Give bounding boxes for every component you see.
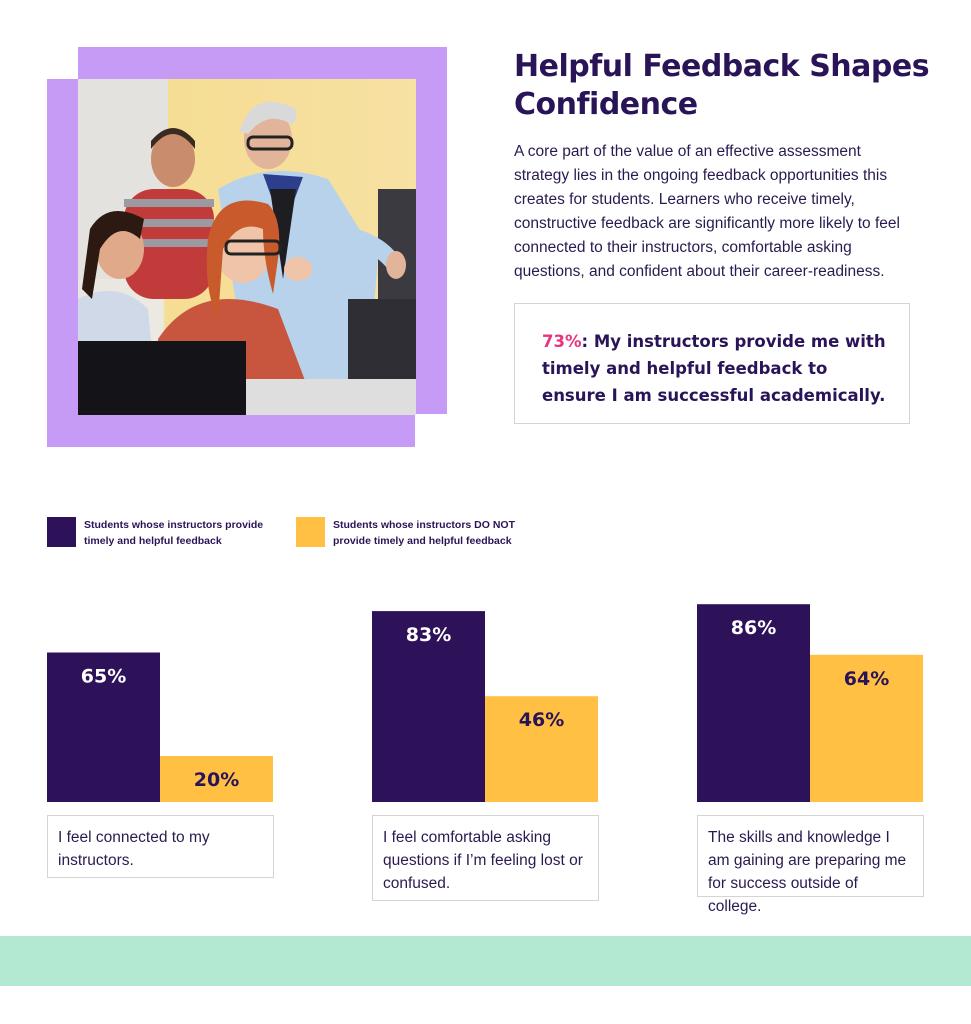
classroom-photo: [78, 79, 416, 415]
stat-callout-text: 73%: My instructors provide me with time…: [542, 328, 892, 409]
bar-with-feedback-value-label: 86%: [731, 617, 776, 639]
chart-svg: 86% 64%: [697, 604, 923, 802]
classroom-illustration: [78, 79, 416, 415]
bar-chart-comfortable-asking: 83% 46%: [372, 590, 600, 802]
chart-caption: I feel comfortable asking questions if I…: [383, 829, 583, 892]
chart-caption: I feel connected to my instructors.: [58, 829, 210, 869]
bar-without-feedback-value-label: 20%: [194, 769, 239, 791]
bar-without-feedback-value-label: 46%: [519, 709, 564, 731]
legend-swatch-with-feedback: [47, 517, 76, 547]
chart-svg: 65% 20%: [47, 652, 273, 802]
stat-statement: : My instructors provide me with timely …: [542, 332, 886, 405]
intro-paragraph: A core part of the value of an effective…: [514, 143, 900, 280]
legend-label-with-feedback: Students whose instructors provide timel…: [84, 519, 264, 547]
photo-block: [47, 47, 447, 447]
bar-with-feedback: [697, 604, 810, 802]
chart-svg: 83% 46%: [372, 611, 598, 802]
legend-item-with-feedback: Students whose instructors provide timel…: [47, 517, 284, 549]
stat-percent: 73%: [542, 332, 582, 351]
bar-chart-career-readiness: 86% 64%: [697, 590, 925, 802]
chart-caption-box: The skills and knowledge I am gaining ar…: [697, 815, 924, 915]
page-title: Helpful Feedback Shapes Confidence: [514, 49, 930, 122]
bar-without-feedback: [485, 696, 598, 802]
chart-caption: The skills and knowledge I am gaining ar…: [708, 829, 907, 915]
legend-label-without-feedback: Students whose instructors DO NOT provid…: [333, 519, 516, 547]
bar-chart-connected: 65% 20%: [47, 590, 275, 802]
footer-band: [0, 936, 971, 986]
chart-caption-box: I feel comfortable asking questions if I…: [372, 815, 599, 901]
bar-with-feedback: [47, 652, 160, 802]
bar-with-feedback-value-label: 65%: [81, 666, 126, 688]
legend-item-without-feedback: Students whose instructors DO NOT provid…: [296, 517, 533, 549]
bar-without-feedback: [810, 654, 923, 802]
stat-callout: 73%: My instructors provide me with time…: [514, 303, 910, 424]
legend-swatch-without-feedback: [296, 517, 325, 547]
bar-without-feedback: [160, 756, 273, 802]
bar-with-feedback: [372, 611, 485, 802]
bar-without-feedback-value-label: 64%: [844, 668, 889, 690]
bar-with-feedback-value-label: 83%: [406, 624, 451, 646]
chart-caption-box: I feel connected to my instructors.: [47, 815, 274, 878]
